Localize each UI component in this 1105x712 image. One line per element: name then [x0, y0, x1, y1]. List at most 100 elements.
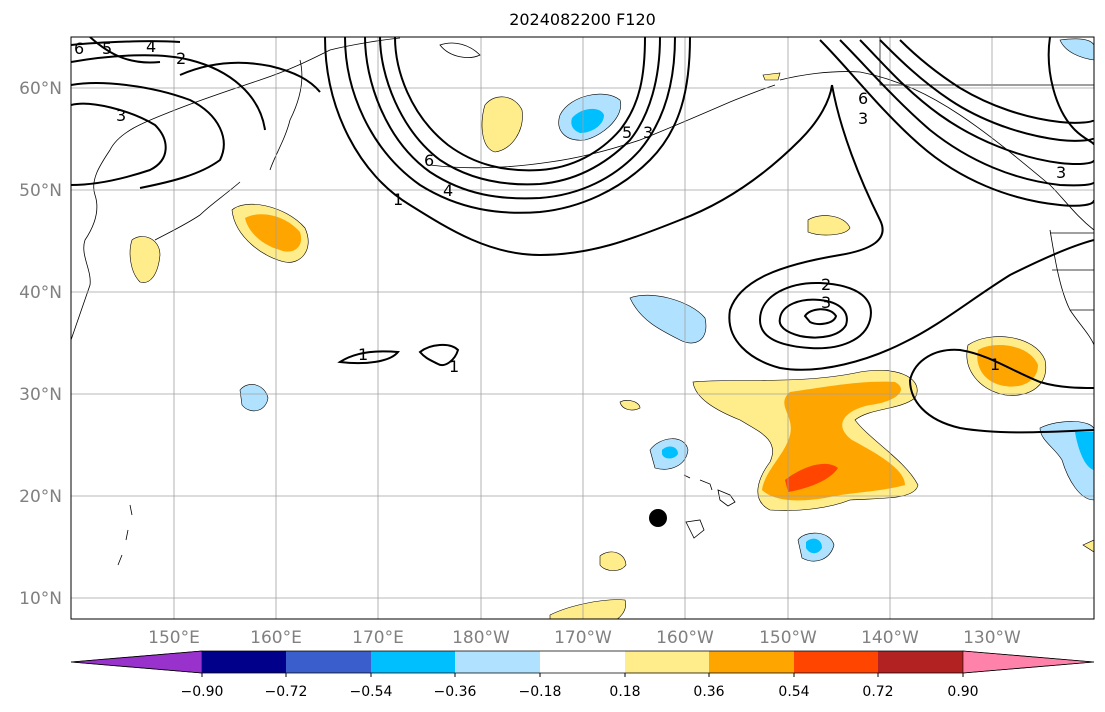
contour-label: 4 [146, 37, 156, 56]
colorbar-swatch [455, 651, 540, 673]
colorbar-swatch [371, 651, 455, 673]
island-chain [117, 504, 133, 566]
contour-line [71, 82, 225, 189]
contour-line [758, 281, 872, 350]
contour-label: 2 [821, 275, 831, 294]
contour-line [179, 61, 321, 93]
contour-lines [71, 37, 1094, 434]
colorbar-swatch [878, 651, 963, 673]
contour-label: 4 [443, 181, 453, 200]
contour-label: 5 [622, 123, 632, 142]
anomaly-cyan-patch [806, 538, 822, 554]
contour-line [1047, 37, 1094, 146]
contour-line [839, 39, 1094, 187]
alaska-canada-border [879, 37, 1094, 86]
anomaly-yellow-patch [599, 551, 627, 571]
lon-label: 170°W [554, 628, 612, 648]
contour-line [71, 40, 181, 46]
alaska-coastline [779, 71, 1094, 231]
colorbar-extend-min [70, 650, 203, 674]
anomaly-blue-patch [1059, 38, 1094, 61]
colorbar-tick-label: −0.54 [350, 684, 393, 700]
colorbar-swatch [709, 651, 794, 673]
lon-label: 180°W [452, 628, 510, 648]
contour-line [364, 37, 676, 200]
kuril-islands [154, 181, 241, 241]
anomaly-yellow-patch [481, 96, 523, 153]
contour-line [728, 84, 1094, 371]
contour-label: 3 [1056, 163, 1066, 182]
contour-label: 3 [858, 109, 868, 128]
colorbar-tick-labels: −0.90 −0.72 −0.54 −0.36 −0.18 0.18 0.36 … [181, 684, 979, 700]
contour-labels: 6 5 4 2 3 5 3 6 4 1 2 3 1 1 6 3 3 1 [74, 37, 1066, 376]
anomaly-yellow-patch [1082, 539, 1094, 553]
lon-label: 160°E [250, 628, 302, 648]
anomaly-yellow-patch [807, 215, 851, 236]
contour-line [819, 39, 1094, 207]
anomaly-cyan-patch [1075, 432, 1094, 470]
contour-line [324, 37, 833, 257]
anomaly-cyan-patch [571, 108, 604, 133]
colorbar-swatch [794, 651, 878, 673]
anomaly-blue-patch [629, 294, 707, 344]
contour-line [859, 39, 1094, 165]
contour-line [803, 308, 838, 325]
lon-label: 150°E [148, 628, 200, 648]
lat-label: 20°N [19, 487, 62, 507]
contour-line [71, 102, 167, 186]
colorbar-tick-label: 0.18 [609, 684, 640, 700]
colorbar-swatch [540, 651, 625, 673]
anomaly-yellow-patch [762, 72, 781, 81]
contour-label: 6 [858, 89, 868, 108]
lat-label: 10°N [19, 589, 62, 609]
contour-label: 1 [358, 345, 368, 364]
contour-line [778, 298, 848, 339]
anomaly-orange-patch [762, 381, 905, 501]
colorbar-tick-label: 0.54 [778, 684, 809, 700]
anomaly-yellow-patch [129, 236, 161, 283]
borders [879, 37, 1094, 311]
contour-line [344, 37, 691, 214]
lon-label: 170°E [352, 628, 404, 648]
anomaly-yellow-patch [549, 599, 626, 619]
contour-line [418, 344, 460, 366]
contour-line [909, 379, 1094, 434]
contour-label: 6 [74, 39, 84, 58]
lat-label: 60°N [19, 79, 62, 99]
contour-label: 6 [424, 151, 434, 170]
colorbar-tick-label: 0.90 [947, 684, 978, 700]
lon-label: 140°W [861, 628, 919, 648]
lon-label: 130°W [963, 628, 1021, 648]
contour-line [909, 348, 1094, 389]
anomaly-red-orange-patch [785, 463, 838, 492]
anomaly-orange-patch [245, 214, 302, 252]
map-frame [70, 36, 1095, 620]
lat-label: 40°N [19, 283, 62, 303]
contour-line [899, 39, 1094, 124]
colorbar-swatches [70, 650, 1095, 677]
contour-label: 3 [821, 293, 831, 312]
anomaly-yellow-patch [619, 400, 641, 411]
anomaly-cyan-patch [662, 446, 678, 459]
contour-label: 1 [449, 357, 459, 376]
asia-coastline [71, 37, 401, 341]
anomaly-blue-patch [239, 384, 269, 412]
contour-line [71, 54, 266, 131]
colorbar-swatch [625, 651, 709, 673]
colorbar-tick-label: −0.18 [519, 684, 562, 700]
colorbar-swatch [286, 651, 371, 673]
anomaly-orange-patch [977, 345, 1038, 387]
map-title: 2024082200 F120 [509, 10, 656, 29]
contour-label: 1 [990, 355, 1000, 374]
contour-label: 3 [116, 106, 126, 125]
colorbar-tick-label: 0.36 [693, 684, 724, 700]
lat-label: 50°N [19, 181, 62, 201]
aleutian-islands [429, 84, 776, 169]
lon-label: 160°W [656, 628, 714, 648]
north-island-outline [439, 42, 481, 58]
contour-line [379, 37, 661, 186]
lon-label: 150°W [759, 628, 817, 648]
lat-label: 30°N [19, 385, 62, 405]
contour-line [394, 37, 646, 172]
